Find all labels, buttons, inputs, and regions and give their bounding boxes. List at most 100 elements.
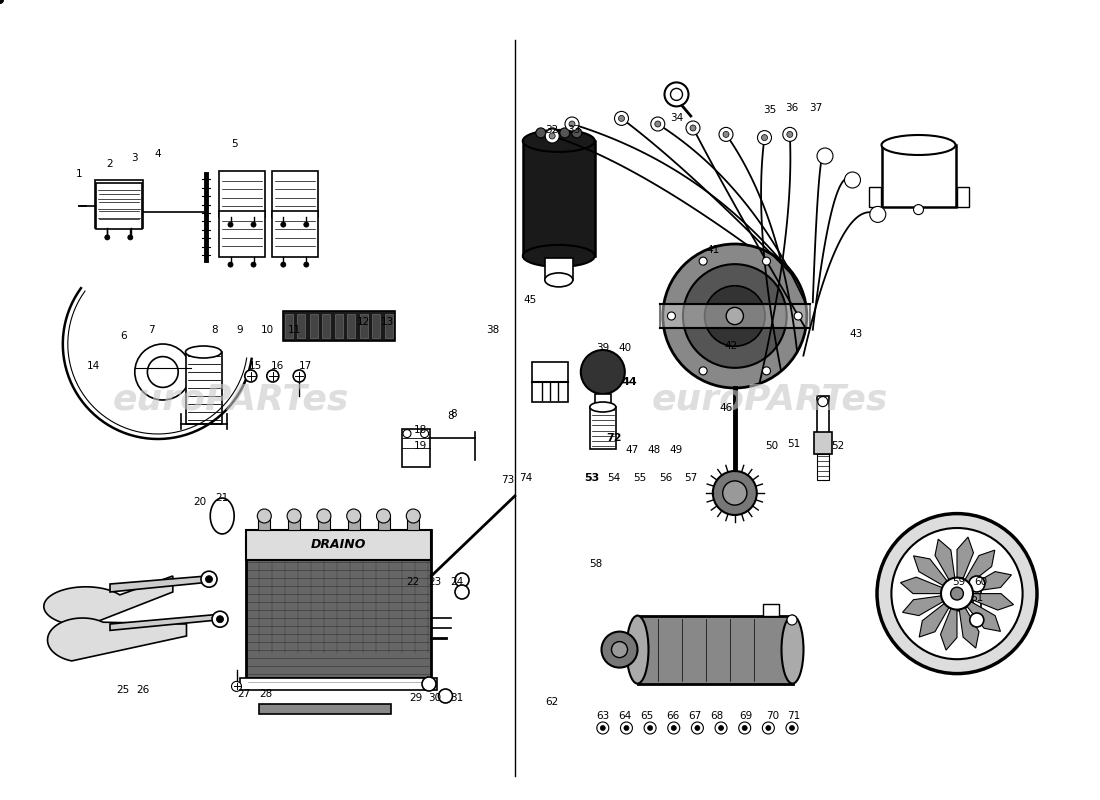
Text: 66: 66 — [667, 711, 680, 721]
Circle shape — [439, 689, 452, 703]
Circle shape — [726, 307, 744, 325]
Circle shape — [723, 131, 729, 138]
Bar — [638, 616, 792, 683]
Text: 29: 29 — [409, 693, 422, 702]
Circle shape — [695, 726, 700, 730]
Text: 43: 43 — [849, 330, 862, 339]
Circle shape — [455, 573, 469, 587]
Text: 56: 56 — [659, 474, 672, 483]
Circle shape — [671, 88, 682, 100]
Circle shape — [786, 722, 798, 734]
Circle shape — [601, 726, 605, 730]
Text: 28: 28 — [260, 690, 273, 699]
Polygon shape — [940, 594, 957, 650]
Text: DRAINO: DRAINO — [311, 538, 366, 551]
Text: 20: 20 — [194, 498, 207, 507]
Text: 51: 51 — [788, 439, 801, 449]
Circle shape — [705, 286, 764, 346]
Text: 25: 25 — [117, 685, 130, 694]
Circle shape — [201, 571, 217, 587]
Polygon shape — [935, 539, 957, 594]
Text: 70: 70 — [766, 711, 779, 721]
Polygon shape — [957, 594, 979, 648]
Bar — [258, 516, 271, 530]
Bar — [348, 314, 355, 338]
Circle shape — [663, 244, 806, 388]
Circle shape — [651, 117, 664, 131]
Text: 49: 49 — [670, 445, 683, 454]
Circle shape — [280, 262, 286, 267]
Circle shape — [648, 726, 652, 730]
Text: 60: 60 — [975, 578, 988, 587]
Text: 63: 63 — [596, 711, 609, 721]
Text: 27: 27 — [238, 690, 251, 699]
Text: 33: 33 — [568, 125, 581, 134]
Circle shape — [420, 430, 429, 438]
Circle shape — [719, 127, 733, 142]
Circle shape — [654, 121, 661, 127]
Bar — [595, 394, 610, 424]
Circle shape — [766, 726, 771, 730]
Circle shape — [692, 722, 703, 734]
Circle shape — [761, 134, 768, 141]
Circle shape — [612, 642, 627, 658]
Text: 73: 73 — [502, 475, 515, 485]
Circle shape — [786, 131, 793, 138]
Circle shape — [950, 593, 968, 610]
Polygon shape — [110, 576, 207, 592]
Polygon shape — [901, 577, 957, 594]
Circle shape — [455, 585, 469, 599]
Text: 59: 59 — [953, 578, 966, 587]
Circle shape — [128, 235, 133, 240]
Circle shape — [690, 125, 696, 131]
Circle shape — [715, 722, 727, 734]
Circle shape — [251, 262, 256, 267]
Circle shape — [790, 726, 794, 730]
Text: 46: 46 — [719, 403, 733, 413]
Circle shape — [762, 722, 774, 734]
Circle shape — [718, 726, 724, 730]
Text: 23: 23 — [428, 578, 441, 587]
Text: 64: 64 — [618, 711, 631, 721]
Bar — [590, 407, 616, 449]
Circle shape — [668, 722, 680, 734]
Circle shape — [422, 677, 436, 691]
Polygon shape — [44, 576, 173, 626]
Ellipse shape — [627, 616, 649, 683]
Bar — [285, 314, 293, 338]
Circle shape — [891, 528, 1023, 659]
Text: 74: 74 — [519, 474, 532, 483]
Bar — [972, 579, 981, 624]
Circle shape — [686, 121, 700, 135]
Circle shape — [664, 82, 689, 106]
Text: euroPARTes: euroPARTes — [113, 383, 349, 417]
Circle shape — [954, 597, 965, 606]
Ellipse shape — [186, 346, 221, 358]
Circle shape — [317, 509, 331, 523]
Text: euroPARTes: euroPARTes — [652, 383, 888, 417]
Circle shape — [615, 111, 628, 126]
Text: 12: 12 — [356, 317, 370, 326]
Text: 34: 34 — [670, 114, 683, 123]
Text: 8: 8 — [450, 410, 456, 419]
Polygon shape — [258, 704, 390, 714]
Circle shape — [376, 509, 390, 523]
Circle shape — [104, 235, 110, 240]
Polygon shape — [902, 594, 957, 616]
Text: 53: 53 — [584, 474, 600, 483]
Circle shape — [668, 312, 675, 320]
Text: 11: 11 — [288, 325, 301, 334]
Bar — [881, 145, 956, 207]
Text: 17: 17 — [299, 362, 312, 371]
Circle shape — [147, 357, 178, 387]
Text: 5: 5 — [231, 139, 238, 149]
Ellipse shape — [590, 402, 616, 412]
Bar — [957, 187, 968, 207]
Circle shape — [683, 264, 786, 368]
Polygon shape — [110, 614, 218, 630]
Text: 10: 10 — [261, 325, 274, 334]
Circle shape — [257, 509, 272, 523]
Text: 9: 9 — [236, 325, 243, 334]
Bar — [817, 397, 828, 434]
Text: 48: 48 — [648, 445, 661, 454]
